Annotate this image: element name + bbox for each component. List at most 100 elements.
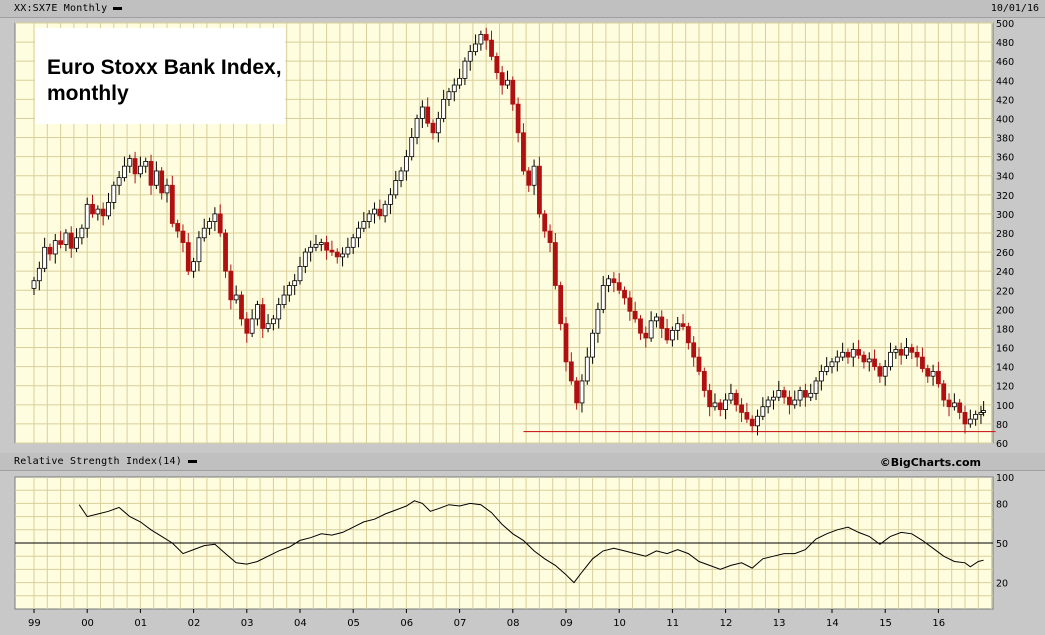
price-y-tick-label: 460: [996, 57, 1014, 68]
candle-body: [79, 227, 85, 239]
chart-title-line2: monthly: [47, 82, 129, 105]
candle-body: [606, 278, 611, 286]
x-axis-year-label: 13: [773, 618, 786, 629]
rsi-legend-dash-icon: [187, 459, 197, 463]
candle-body: [574, 380, 580, 404]
candle-body: [111, 184, 117, 203]
candle-body: [659, 316, 665, 329]
candle-body: [877, 366, 883, 377]
candle-body: [441, 98, 447, 119]
rsi-y-tick-label: 100: [996, 473, 1014, 484]
candle-body: [505, 79, 510, 86]
candle-body: [153, 170, 159, 186]
price-y-tick-label: 380: [996, 134, 1014, 145]
candle-body: [749, 418, 755, 427]
candle-body: [393, 180, 399, 196]
candle-body: [388, 194, 393, 205]
price-y-tick-label: 500: [996, 19, 1014, 30]
x-axis-year-label: 15: [879, 618, 892, 629]
candle-body: [414, 118, 420, 138]
candle-body: [803, 390, 808, 398]
candle-body: [377, 208, 383, 217]
candle-body: [42, 246, 48, 269]
candle-body: [148, 161, 154, 186]
candle-body: [521, 132, 526, 172]
candle-body: [324, 242, 330, 251]
candle-body: [797, 390, 803, 401]
candle-body: [255, 304, 260, 320]
price-y-tick-label: 360: [996, 153, 1014, 164]
candle-body: [169, 184, 175, 224]
candle-body: [824, 366, 830, 372]
candle-body: [228, 270, 234, 301]
candle-body: [632, 310, 638, 320]
candle-body: [701, 371, 707, 391]
candle-body: [638, 318, 643, 334]
price-y-tick-label: 100: [996, 401, 1014, 412]
rsi-chart: 20 50 80 100 99 00 01 02 03 04 05 06 07 08 09 10 11 12 13 1…: [14, 473, 1014, 629]
candle-body: [898, 349, 904, 356]
candle-body: [670, 329, 675, 341]
price-y-tick-label: 280: [996, 229, 1014, 240]
candle-body: [31, 280, 37, 289]
candle-body: [329, 249, 335, 253]
candle-body: [334, 251, 340, 258]
candle-body: [542, 213, 548, 232]
candle-body: [100, 208, 106, 217]
candle-body: [499, 72, 505, 86]
candle-body: [302, 251, 308, 267]
candle-body: [403, 156, 409, 172]
price-y-tick-label: 80: [996, 420, 1008, 431]
candle-body: [914, 351, 920, 358]
candle-body: [276, 304, 282, 320]
candle-body: [845, 351, 851, 358]
candle-body: [648, 320, 654, 339]
candle-body: [526, 170, 532, 186]
price-y-tick-label: 180: [996, 324, 1014, 335]
candle-body: [467, 51, 473, 62]
price-y-tick-label: 140: [996, 363, 1014, 374]
candle-body: [451, 84, 457, 93]
candle-body: [212, 213, 218, 222]
x-axis-year-label: 04: [294, 618, 307, 629]
candle-body: [297, 266, 303, 282]
candle-body: [936, 371, 941, 385]
rsi-chart-header: Relative Strength Index(14) ©BigCharts.c…: [0, 453, 1045, 471]
price-y-tick-label: 480: [996, 38, 1014, 49]
candle-body: [409, 137, 415, 158]
candle-body: [685, 326, 691, 344]
x-axis-year-label: 00: [81, 618, 94, 629]
candle-body: [537, 165, 542, 215]
candle-body: [584, 356, 590, 382]
candle-body: [707, 390, 713, 408]
candle-body: [106, 202, 111, 217]
candle-body: [834, 356, 840, 363]
candle-body: [728, 392, 734, 401]
price-y-tick-label: 120: [996, 382, 1014, 393]
candle-body: [691, 342, 697, 358]
candle-body: [95, 208, 101, 215]
price-y-tick-label: 160: [996, 344, 1014, 355]
candle-body: [643, 332, 649, 339]
candle-body: [510, 79, 516, 105]
price-y-tick-label: 60: [996, 439, 1008, 450]
symbol-label: XX:SX7E Monthly: [14, 3, 108, 14]
candle-body: [382, 203, 388, 217]
candle-body: [159, 170, 165, 194]
candle-body: [143, 161, 149, 167]
candle-body: [217, 213, 223, 234]
candle-body: [861, 354, 867, 363]
candle-body: [893, 349, 899, 353]
price-y-tick-label: 400: [996, 114, 1014, 125]
candle-body: [473, 43, 478, 53]
candle-body: [286, 285, 292, 296]
candle-body: [920, 356, 925, 369]
price-y-tick-label: 340: [996, 172, 1014, 183]
candle-body: [90, 203, 95, 215]
candle-body: [558, 285, 564, 325]
x-axis-year-label: 12: [720, 618, 733, 629]
candle-body: [957, 402, 963, 413]
rsi-series-line: [78, 500, 984, 584]
candle-body: [47, 246, 53, 255]
